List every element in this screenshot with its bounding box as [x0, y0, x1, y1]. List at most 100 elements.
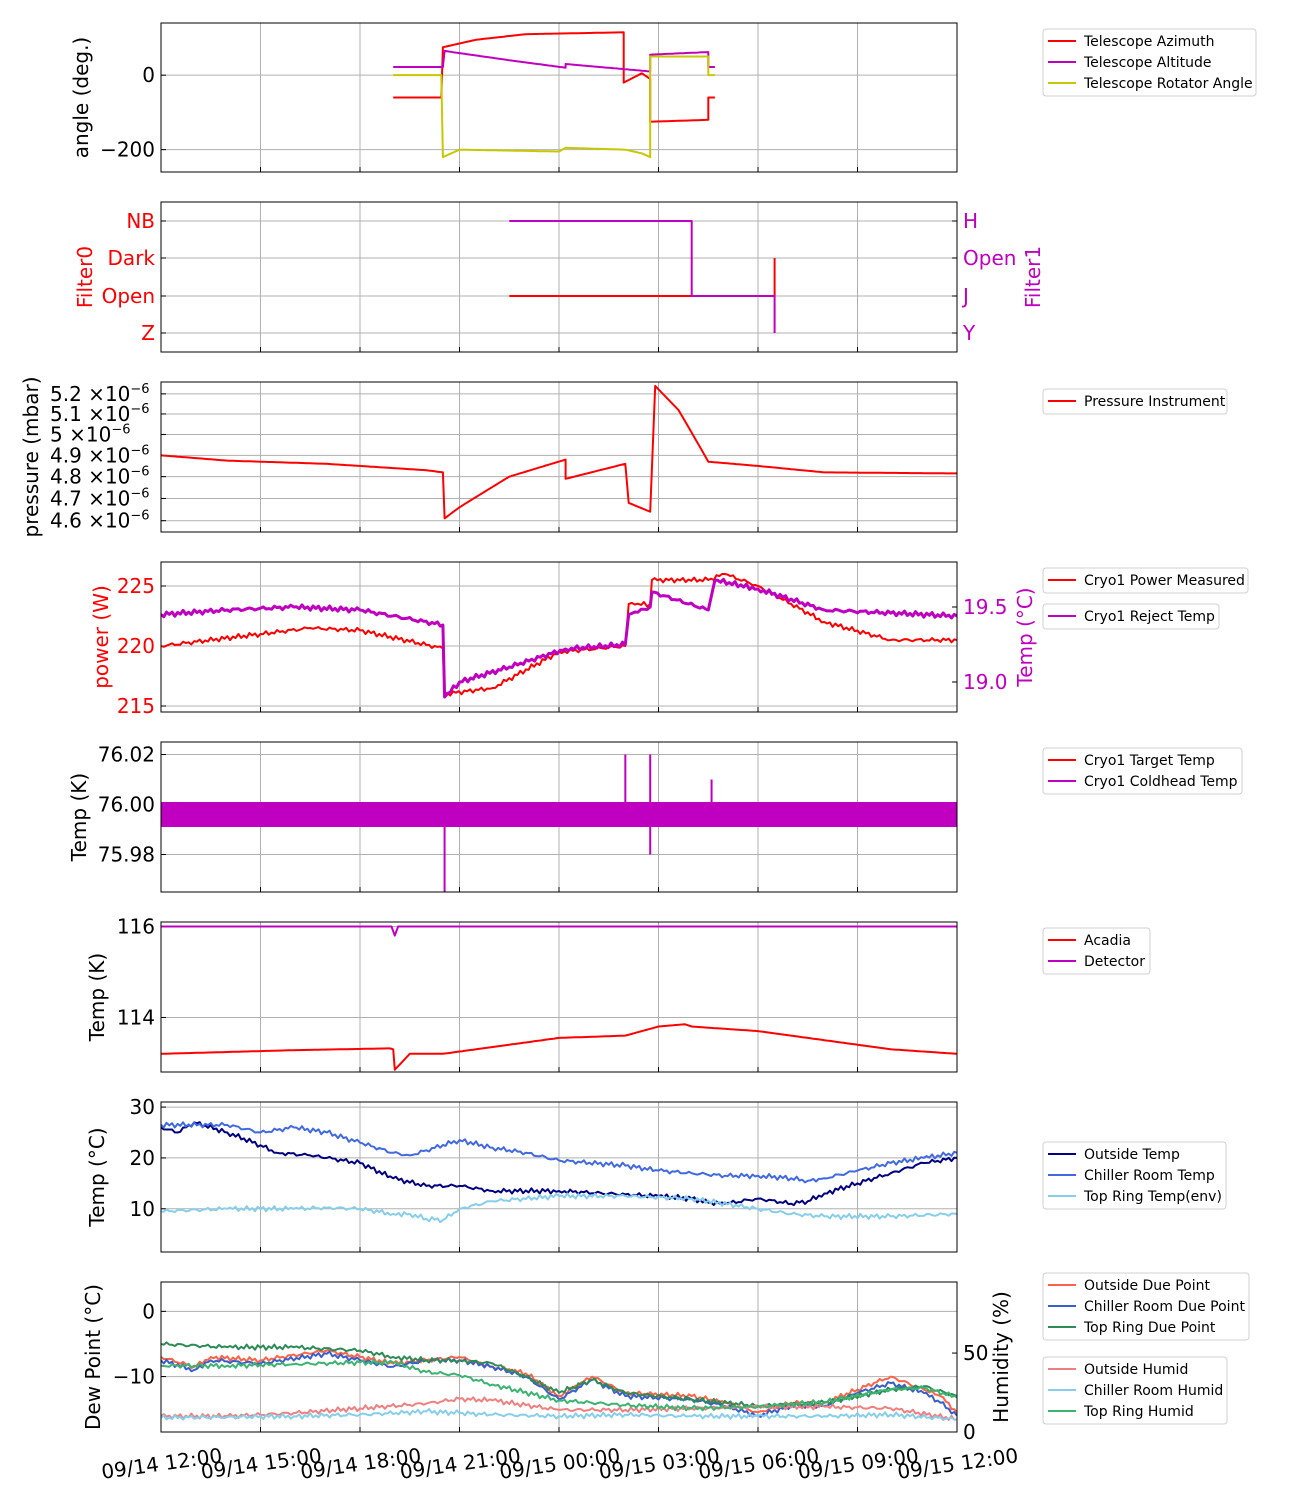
y-axis-label: Filter0 [73, 246, 97, 308]
y-right-tick-label: J [961, 284, 969, 308]
axes-frame [160, 741, 958, 893]
series-acadia-line [161, 1023, 957, 1071]
series-pressure-instrument-line [161, 384, 957, 520]
y-axis-label: angle (deg.) [69, 37, 93, 159]
legend-label: Acadia [1084, 933, 1131, 949]
legend-frame [1042, 747, 1243, 795]
y-tick-base: 10 [105, 465, 130, 489]
y-right-tick-label: 0 [963, 1420, 976, 1444]
axes-frame [160, 561, 958, 713]
y-tick-label: 76.00 [98, 793, 155, 817]
y-tick-exponent: −6 [130, 509, 149, 524]
series-group [161, 1121, 957, 1224]
y-tick-label: 10 [130, 1197, 155, 1221]
y-tick-label: 4.8 ×10−6 [50, 465, 150, 489]
y-tick-times: × [82, 509, 105, 533]
series-outside-temp-line [161, 1121, 957, 1207]
series-telescope-altitude-line [393, 49, 715, 73]
y-tick-exponent: −6 [130, 443, 149, 458]
series-filter0-line [509, 258, 776, 297]
axes-frame [160, 921, 958, 1073]
legend: Outside Due Point Chiller Room Due Point T… [1042, 1272, 1250, 1341]
panel-pressure: 5.2 ×10−65.1 ×10−65 ×10−64.9 ×10−64.8 ×1… [19, 376, 1228, 538]
series-group [161, 754, 957, 892]
y-tick-label: 225 [117, 574, 155, 598]
series-group [509, 220, 776, 333]
y-tick-times: × [63, 422, 86, 446]
y-right-tick-label: 50 [963, 1341, 988, 1365]
y-tick-label: −200 [100, 138, 155, 162]
y-tick-label: Dark [108, 246, 156, 270]
series-top-ring-humid-line [161, 1358, 957, 1412]
series-telescope-rotator-angle-line [393, 55, 715, 159]
y-tick-times: × [82, 402, 105, 426]
legend-label: Outside Due Point [1084, 1278, 1211, 1294]
y-tick-base: 10 [86, 422, 111, 446]
y-tick-label: 215 [117, 694, 155, 718]
legend-label: Cryo1 Target Temp [1084, 753, 1215, 769]
legend-label: Cryo1 Coldhead Temp [1084, 774, 1238, 790]
legend: Acadia Detector [1042, 927, 1151, 975]
y-axis-label: power (W) [89, 585, 113, 689]
axes-frame [160, 381, 958, 533]
y-tick-label: 75.98 [98, 843, 155, 867]
legend: Outside Temp Chiller Room Temp Top Ring Te… [1042, 1141, 1227, 1210]
axes-frame [160, 1101, 958, 1253]
legend-frame [1042, 28, 1257, 97]
y-tick-exponent: −6 [130, 402, 149, 417]
y-right-axis-label: Humidity (%) [989, 1291, 1013, 1423]
legend-frame [1042, 388, 1228, 415]
y-tick-label: 20 [130, 1146, 155, 1170]
legend: Cryo1 Reject Temp [1042, 603, 1220, 630]
legend: Outside Humid Chiller Room Humid Top Ring … [1042, 1356, 1228, 1425]
series-group [161, 384, 957, 520]
legend: Cryo1 Power Measured [1042, 567, 1249, 594]
legend-label: Detector [1084, 954, 1145, 970]
legend: Pressure Instrument [1042, 388, 1228, 415]
y-tick-base: 10 [105, 486, 130, 510]
legend-frame [1042, 1141, 1227, 1210]
y-tick-label: 116 [117, 915, 155, 939]
legend-label: Pressure Instrument [1084, 394, 1226, 410]
y-right-axis-label: Temp (°C) [1013, 587, 1037, 687]
y-tick-times: × [82, 382, 105, 406]
series-cryo1-coldhead-temp-band [161, 802, 957, 827]
series-group [161, 573, 957, 699]
series-telescope-azimuth-line [393, 31, 715, 123]
y-right-tick-label: Y [962, 321, 976, 345]
legend-label: Chiller Room Due Point [1084, 1299, 1245, 1315]
y-axis-label: Temp (K) [85, 953, 109, 1042]
series-outside-humid-line [161, 1396, 957, 1421]
y-right-tick-label: H [963, 209, 978, 233]
series-cryo1-reject-temp-line [161, 577, 957, 699]
y-tick-label: Open [102, 284, 155, 308]
series-group [393, 31, 715, 159]
legend-label: Telescope Altitude [1083, 55, 1212, 71]
legend-label: Chiller Room Humid [1084, 1383, 1223, 1399]
series-chiller-room-temp-line [161, 1121, 957, 1184]
y-tick-label: −10 [113, 1365, 155, 1389]
y-tick-label: 220 [117, 634, 155, 658]
legend: Telescope Azimuth Telescope Altitude Teles… [1042, 28, 1257, 97]
legend-label: Outside Temp [1084, 1147, 1180, 1163]
series-group [161, 925, 957, 1071]
y-tick-times: × [82, 486, 105, 510]
y-tick-base: 10 [105, 509, 130, 533]
y-right-tick-label: 19.0 [963, 670, 1008, 694]
y-tick-label: 4.9 ×10−6 [50, 443, 150, 467]
y-right-tick-label: 19.5 [963, 595, 1008, 619]
y-tick-base: 10 [105, 443, 130, 467]
legend-label: Outside Humid [1084, 1362, 1188, 1378]
y-tick-times: × [82, 443, 105, 467]
y-tick-label: 5 ×10−6 [50, 422, 130, 446]
y-axis-label: pressure (mbar) [19, 376, 43, 537]
panel-environment_temp: 30 20 10 Temp (°C) Outside Temp Chiller Room … [85, 1095, 1227, 1253]
y-tick-label: NB [126, 209, 155, 233]
legend-label: Cryo1 Power Measured [1084, 573, 1245, 589]
y-axis-label: Dew Point (°C) [81, 1284, 105, 1430]
y-tick-base: 10 [105, 382, 130, 406]
legend-frame [1042, 1356, 1228, 1425]
y-tick-base: 10 [105, 402, 130, 426]
y-tick-exponent: −6 [130, 382, 149, 397]
